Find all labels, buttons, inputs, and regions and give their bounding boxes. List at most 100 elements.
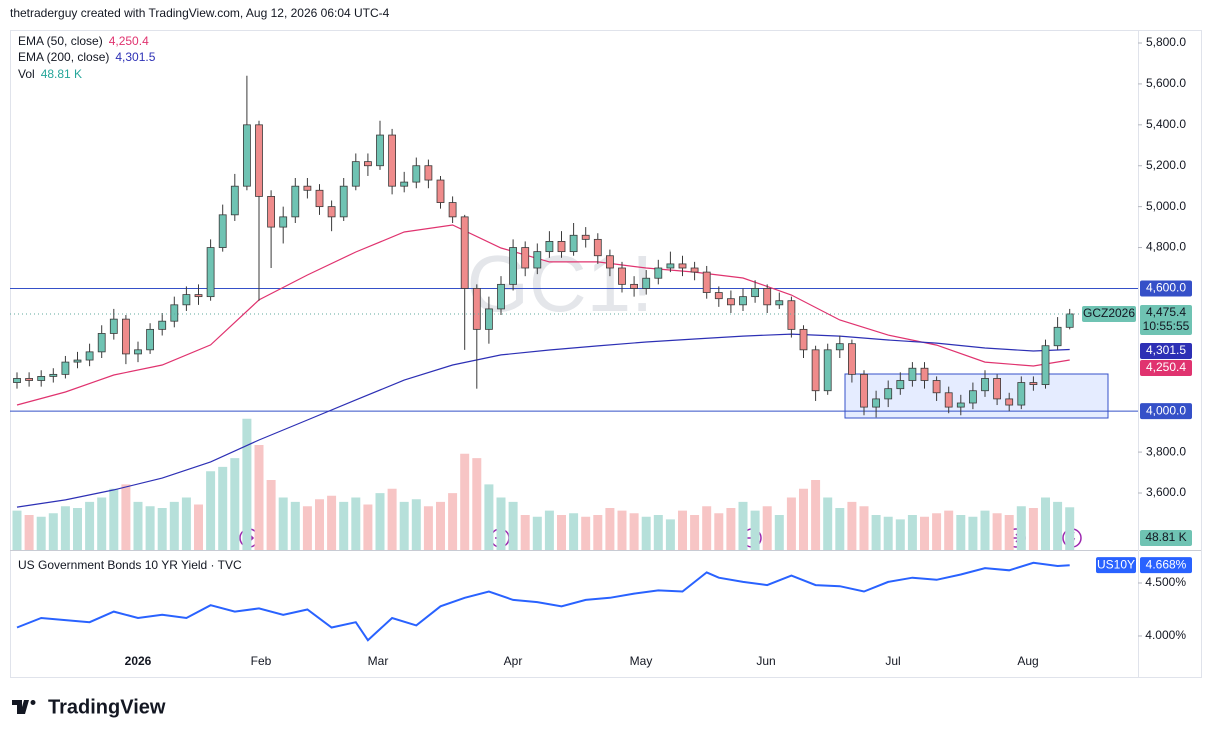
candle-body (327, 206, 336, 218)
candle-body (158, 320, 167, 330)
candle-body (775, 300, 784, 306)
volume-bar (920, 516, 929, 550)
volume-bar (641, 516, 651, 550)
volume-bar (520, 515, 530, 550)
volume-bar (557, 515, 566, 550)
volume-bar (496, 497, 506, 550)
legend-name: EMA (200, close) (18, 50, 109, 64)
y-tick-label: 3,800.0 (1146, 444, 1186, 458)
volume-bar (956, 515, 966, 550)
candle-body (25, 378, 34, 381)
candle-body (388, 134, 397, 187)
volume-bar (460, 453, 470, 550)
ema-line (16, 333, 1070, 508)
volume-bar (169, 501, 179, 550)
volume-bar (12, 510, 22, 550)
candle-body (291, 185, 300, 218)
candle-body (85, 351, 94, 361)
volume-bar (1016, 506, 1026, 550)
volume-bar (254, 445, 264, 550)
candle-body (1005, 398, 1014, 406)
candle-body (956, 402, 965, 408)
volume-bar (653, 515, 663, 550)
hline-badge-bg (1140, 280, 1192, 297)
volume-bar (629, 513, 639, 550)
volume-bar (230, 458, 240, 550)
volume-bar (1004, 515, 1014, 550)
volume-bar (411, 499, 421, 550)
candle-body (702, 271, 711, 293)
candle-body (993, 378, 1001, 400)
volume-bar (327, 495, 337, 550)
volume-bar (508, 501, 518, 550)
y-tick-label: 4.000% (1145, 628, 1186, 642)
volume-bar (375, 493, 385, 550)
volume-bar (157, 508, 167, 550)
candle-body (533, 251, 542, 269)
candle-body (654, 267, 663, 279)
volume-bar (472, 458, 482, 550)
symbol-badge: GCZ2026 (1082, 305, 1136, 322)
volume-bar (968, 516, 978, 550)
logo (12, 700, 36, 714)
candle-body (545, 241, 554, 253)
candle-body (49, 373, 58, 377)
candle-body (472, 288, 481, 330)
volume-bar (387, 488, 397, 550)
candle-body (896, 380, 905, 390)
candle-body (351, 161, 360, 187)
legend-entry: EMA (200, close) 4,301.5 (18, 50, 156, 64)
candle-body (739, 296, 747, 306)
candle-body (799, 328, 808, 351)
frame (10, 30, 1202, 678)
y-tick-label: 3,600.0 (1146, 485, 1186, 499)
hline-badge: 4,600.0 (1140, 280, 1192, 297)
volume-bar (399, 501, 409, 550)
volume-bar (315, 499, 324, 550)
candle-body (690, 267, 699, 273)
volume-bar (206, 471, 216, 550)
legend-value: 4,301.5 (115, 50, 155, 64)
volume-bar (859, 506, 869, 550)
legend-name: Vol (18, 67, 35, 81)
volume-bar (678, 510, 687, 550)
volume-bar (932, 513, 942, 550)
candle-body (944, 392, 953, 408)
candle-body (969, 390, 977, 404)
candle-body (303, 185, 312, 191)
pane-title: US Government Bonds 10 YR Yield · TVC (18, 558, 242, 572)
volume-badge-text: 48.81 K (1145, 530, 1186, 544)
candle-body (569, 234, 578, 253)
ema-badge-text: 4,250.4 (1146, 360, 1186, 374)
volume-bar (799, 488, 808, 550)
y-tick-label: 4.500% (1145, 575, 1186, 589)
volume-bar (871, 515, 881, 550)
candle-body (593, 238, 602, 257)
volume-bar (351, 497, 361, 550)
ema-badge-bg (1140, 343, 1192, 359)
volume-bar (750, 510, 760, 550)
volume-badge: 48.81 K (1140, 530, 1192, 546)
volume-bar (726, 508, 736, 550)
yield-line (16, 561, 1070, 642)
candle-body (811, 349, 820, 392)
volume-bar (823, 497, 833, 550)
candle-body (484, 308, 493, 330)
volume-bar (895, 519, 905, 550)
volume-bar (1028, 508, 1038, 550)
x-tick-label: Apr (504, 654, 523, 668)
x-tick-label: Mar (368, 654, 389, 668)
candle-body (218, 214, 227, 248)
candle-body (835, 343, 844, 351)
candle-body (497, 283, 505, 310)
volume-bar (907, 515, 917, 550)
symbol-badge-text: GCZ2026 (1083, 306, 1135, 320)
candle-body (823, 349, 832, 392)
volume-bar (690, 515, 700, 550)
volume-bar (762, 506, 772, 550)
volume-bar (60, 506, 70, 550)
volume-bar (665, 519, 675, 550)
volume-bar (617, 510, 627, 550)
candle-body (727, 298, 735, 306)
candle-body (848, 343, 856, 375)
